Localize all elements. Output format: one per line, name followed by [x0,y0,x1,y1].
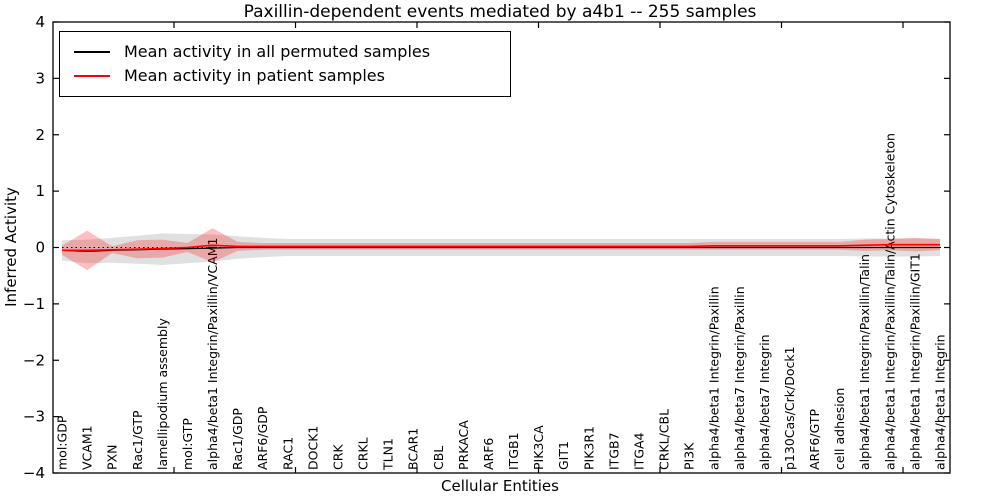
x-tick-label: PI3K [682,442,697,470]
x-tick-label: PIK3R1 [581,426,596,470]
x-tick-label: VCAM1 [80,425,95,470]
x-tick-label: alpha4/beta7 Integrin/Paxillin [732,286,747,470]
x-tick-label: GIT1 [556,441,571,470]
x-tick-label: PIK3CA [531,425,546,470]
x-tick-label: ARF6/GDP [255,406,270,470]
legend-label: Mean activity in all permuted samples [124,42,431,61]
x-tick-label: ITGA4 [632,432,647,470]
x-tick-label: PRKACA [456,420,471,470]
legend-item: Mean activity in all permuted samples [74,41,496,63]
x-tick-label: Rac1/GTP [130,410,145,470]
x-tick-label: mol:GDP [55,415,70,470]
x-tick-label: Rac1/GDP [230,408,245,470]
x-tick-label: TLN1 [381,438,396,471]
legend-item: Mean activity in patient samples [74,65,496,87]
x-tick-label: alpha4/beta1 Integrin/Paxillin/Talin/Act… [882,133,897,470]
permuted-band [62,233,940,265]
patient-mean-line [62,243,940,252]
x-tick-label: ARF6 [481,438,496,470]
x-tick-label: ITGB7 [606,432,621,470]
y-tick-label: −2 [23,351,45,369]
x-tick-label: CRKL/CBL [657,409,672,470]
legend-label: Mean activity in patient samples [124,66,385,85]
patient-band [62,228,940,271]
chart-title: Paxillin-dependent events mediated by a4… [243,2,757,22]
x-tick-label: DOCK1 [305,426,320,470]
y-tick-label: 0 [35,239,45,257]
permuted-mean-line [61,246,940,253]
legend-line-swatch [74,75,110,77]
x-tick-label: alpha4/beta1 Integrin/Paxillin [707,286,722,470]
y-tick-label: −1 [23,295,45,313]
legend-line-swatch [74,51,110,53]
x-tick-label: mol:GTP [180,418,195,470]
x-tick-label: CRKL [356,437,371,470]
x-tick-label: lamellipodium assembly [155,318,170,470]
x-tick-label: alpha4/beta1 Integrin [933,334,948,470]
x-tick-label: alpha4/beta1 Integrin/Paxillin/VCAM1 [205,238,220,470]
x-tick-label: ITGB1 [506,432,521,470]
x-tick-label: alpha4/beta1 Integrin/Paxillin/GIT1 [907,253,922,470]
x-tick-label: BCAR1 [406,428,421,470]
x-tick-label: alpha4/beta1 Integrin/Paxillin/Talin [857,254,872,470]
y-tick-label: 2 [35,126,45,144]
y-tick-label: 4 [35,13,45,31]
x-tick-label: alpha4/beta7 Integrin [757,334,772,470]
x-tick-label: ARF6/GTP [807,409,822,470]
x-tick-label: RAC1 [280,437,295,470]
y-tick-label: −3 [23,408,45,426]
x-tick-label: CBL [431,446,446,470]
y-tick-label: −4 [23,464,45,482]
x-tick-label: p130Cas/Crk/Dock1 [782,346,797,470]
x-tick-label: CRK [330,444,345,470]
x-axis-label: Cellular Entities [441,477,559,495]
x-tick-label: PXN [105,445,120,470]
y-tick-label: 1 [35,182,45,200]
x-tick-label: cell adhesion [832,388,847,470]
legend: Mean activity in all permuted samples Mea… [59,31,511,97]
y-tick-label: 3 [35,69,45,87]
